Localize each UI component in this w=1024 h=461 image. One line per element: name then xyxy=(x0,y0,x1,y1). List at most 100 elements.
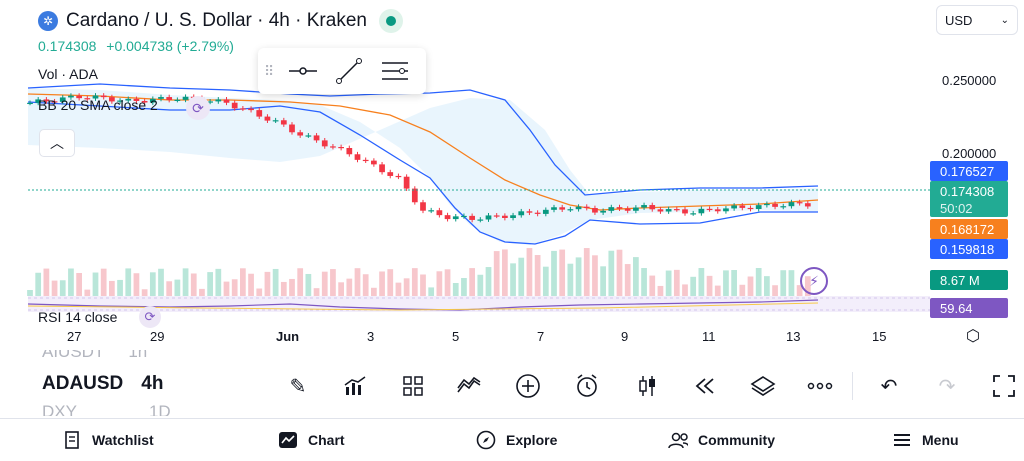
candle-body xyxy=(27,102,33,105)
candle-body xyxy=(330,146,336,148)
date-tick: 15 xyxy=(872,329,887,344)
more-icon[interactable] xyxy=(806,372,834,400)
current-symbol[interactable]: ADAUSD 4h xyxy=(42,373,163,395)
volume-bar xyxy=(207,272,213,296)
volume-bar xyxy=(346,278,353,296)
rsi-refresh-icon[interactable]: ⟳ xyxy=(139,306,161,328)
candle-body xyxy=(477,219,484,221)
candle-body xyxy=(76,95,82,99)
countdown: 50:02 xyxy=(940,201,973,216)
nav-label: Menu xyxy=(922,432,959,448)
redo-icon[interactable]: ↷ xyxy=(938,375,956,398)
currency-select[interactable]: USD ⌄ xyxy=(936,5,1018,35)
settings-lines-icon[interactable] xyxy=(378,56,412,86)
chart-header[interactable]: ✲ Cardano / U. S. Dollar · 4h · Kraken xyxy=(38,9,403,33)
candle-body xyxy=(616,207,623,209)
date-tick: 3 xyxy=(367,329,375,344)
current-symbol-name: ADAUSD xyxy=(42,373,124,394)
candle-body xyxy=(502,215,508,219)
layers-icon[interactable] xyxy=(749,372,777,400)
fullscreen-icon[interactable] xyxy=(990,372,1018,400)
volume-bar xyxy=(469,268,475,296)
volume-bar xyxy=(649,275,656,296)
volume-bar xyxy=(575,257,582,296)
volume-bar xyxy=(534,255,541,296)
candle-body xyxy=(649,205,656,210)
volume-bar xyxy=(272,268,279,296)
pencil-icon[interactable]: ✎ xyxy=(289,375,307,398)
volume-bar xyxy=(149,272,156,296)
nav-community[interactable]: Community xyxy=(668,431,775,449)
volume-bar xyxy=(51,280,58,296)
candle-body xyxy=(240,108,246,110)
volume-bar xyxy=(542,266,549,296)
market-status-icon[interactable] xyxy=(378,9,403,33)
volume-bar xyxy=(444,269,451,296)
collapse-legend-button[interactable]: ︿ xyxy=(39,129,75,157)
volume-bar xyxy=(248,273,254,296)
volume-bar xyxy=(313,288,320,296)
current-symbol-tf: 4h xyxy=(141,373,164,394)
price-chart[interactable] xyxy=(0,60,930,320)
date-tick: 7 xyxy=(537,329,545,344)
candle-body xyxy=(403,176,410,189)
volume-bar xyxy=(796,285,803,296)
candle-body xyxy=(256,110,263,117)
volume-bar xyxy=(420,274,426,296)
volume-bar xyxy=(371,287,377,296)
pattern-icon[interactable] xyxy=(455,372,483,400)
volume-bar xyxy=(190,273,197,296)
volume-bar xyxy=(461,278,467,296)
alarm-icon[interactable] xyxy=(573,372,601,400)
volume-legend[interactable]: Vol · ADA xyxy=(38,66,98,82)
volume-tag: 8.67 M xyxy=(930,270,1008,290)
trend-line-icon[interactable] xyxy=(332,56,366,86)
drag-handle-icon[interactable]: ⠿ xyxy=(264,62,275,79)
bb-legend[interactable]: BB 20 SMA close 2 xyxy=(38,97,158,113)
volume-bar xyxy=(665,270,672,296)
candle-body xyxy=(84,98,91,100)
nav-watchlist[interactable]: Watchlist xyxy=(62,431,154,449)
candle-body xyxy=(207,101,213,103)
plus-circle-icon[interactable] xyxy=(514,372,542,400)
last-price: 0.174308 xyxy=(38,38,97,54)
last-price-tag: 0.174308 50:02 xyxy=(930,181,1008,217)
refresh-icon[interactable]: ⟳ xyxy=(186,96,210,120)
prev-symbol-name: AIUSDT xyxy=(42,350,105,361)
chart-settings-icon[interactable]: ⬡ xyxy=(966,328,980,345)
candle-body xyxy=(428,210,435,212)
volume-bar xyxy=(567,263,574,296)
candle-body xyxy=(788,202,795,207)
candle-icon[interactable] xyxy=(633,372,661,400)
symbol-title[interactable]: Cardano / U. S. Dollar · 4h · Kraken xyxy=(66,10,367,31)
volume-bar xyxy=(305,273,312,296)
volume-bar xyxy=(280,281,287,296)
volume-bar xyxy=(583,248,590,296)
undo-icon[interactable]: ↶ xyxy=(880,375,898,398)
volume-bar xyxy=(411,268,418,296)
rsi-legend[interactable]: RSI 14 close xyxy=(38,309,118,325)
candle-body xyxy=(739,205,746,208)
chart-add-icon[interactable] xyxy=(341,372,369,400)
price-tick: 0.200000 xyxy=(942,146,997,161)
rsi-tag: 59.64 xyxy=(930,298,1008,318)
candle-body xyxy=(223,99,230,103)
candle-body xyxy=(166,97,173,101)
horizontal-line-icon[interactable] xyxy=(286,56,320,86)
nav-menu[interactable]: Menu xyxy=(892,431,959,449)
replay-icon[interactable] xyxy=(691,372,719,400)
community-icon xyxy=(668,431,688,449)
nav-chart[interactable]: Chart xyxy=(278,431,345,449)
volume-bar xyxy=(387,269,394,296)
volume-bar xyxy=(117,279,123,296)
next-symbol[interactable]: DXY 1D xyxy=(42,402,171,416)
volume-bar xyxy=(109,280,115,296)
prev-symbol[interactable]: AIUSDT 1h xyxy=(42,350,147,362)
nav-explore[interactable]: Explore xyxy=(476,430,557,450)
grid-icon[interactable] xyxy=(399,372,427,400)
candle-body xyxy=(804,203,811,207)
candle-body xyxy=(125,98,132,101)
lightning-icon[interactable]: ⚡ xyxy=(800,267,828,295)
bb-basis-tag: 0.168172 xyxy=(930,219,1008,239)
volume-bar xyxy=(764,276,770,296)
